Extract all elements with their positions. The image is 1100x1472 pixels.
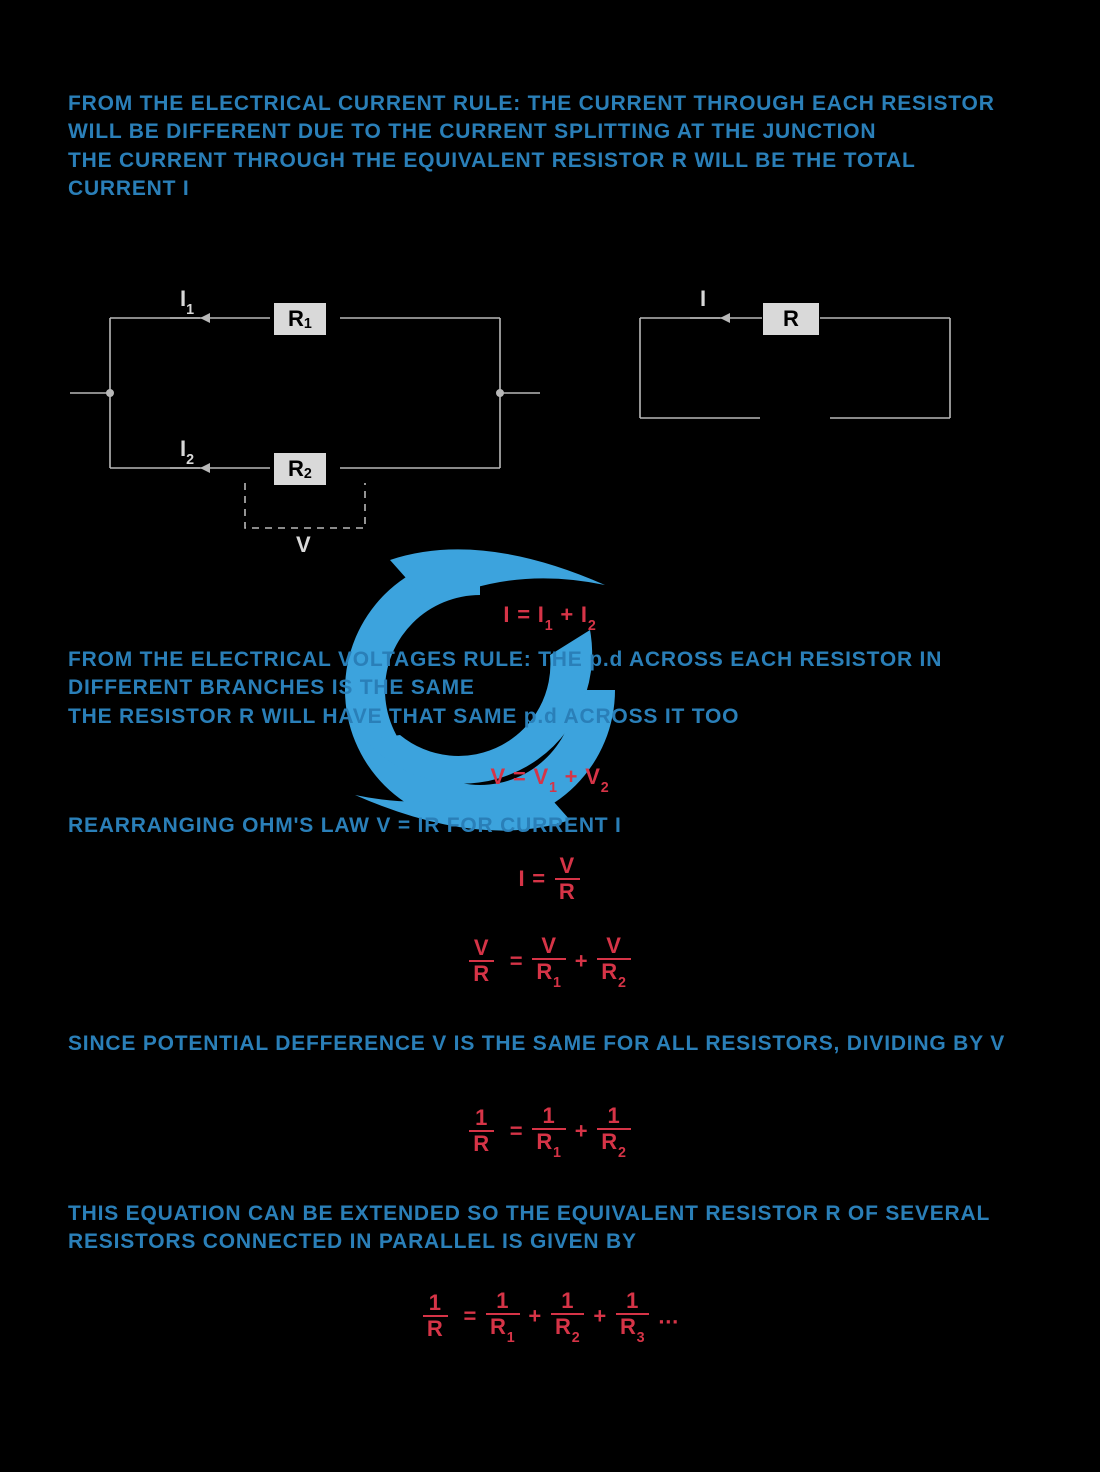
formula-reciprocal-extended: 1R = 1R1 + 1R2 + 1R3 ...: [0, 1290, 1100, 1343]
p5-text: THIS EQUATION CAN BE EXTENDED SO THE EQU…: [68, 1202, 990, 1253]
resistor-r2-label: R2: [273, 452, 327, 486]
i-label-right: I: [700, 286, 706, 312]
p2a-text: FROM THE ELECTRICAL VOLTAGES RULE: THE p…: [68, 648, 942, 699]
formula-v-over-r: VR = VR1 + VR2: [0, 935, 1100, 988]
p2b-text: THE RESISTOR R WILL HAVE THAT SAME p.d A…: [68, 705, 739, 728]
paragraph-current-rule: FROM THE ELECTRICAL CURRENT RULE: THE CU…: [68, 90, 1028, 203]
paragraph-divide-v: SINCE POTENTIAL DEFFERENCE V IS THE SAME…: [68, 1030, 1028, 1058]
formula-voltage-sum: V = V1 + V2: [0, 762, 1100, 796]
formula-ohms-current: I = VR: [0, 855, 1100, 903]
resistor-r1-label: R1: [273, 302, 327, 336]
formula-reciprocal: 1R = 1R1 + 1R2: [0, 1105, 1100, 1158]
p4-text: SINCE POTENTIAL DEFFERENCE V IS THE SAME…: [68, 1032, 1005, 1055]
v-label: V: [296, 532, 311, 558]
p3-text: REARRANGING OHM'S LAW V = IR FOR CURRENT…: [68, 814, 622, 837]
paragraph-extended: THIS EQUATION CAN BE EXTENDED SO THE EQU…: [68, 1200, 1028, 1257]
paragraph-ohms-law: REARRANGING OHM'S LAW V = IR FOR CURRENT…: [68, 812, 1028, 840]
circuit-diagram: [0, 288, 1100, 588]
p1b-text: THE CURRENT THROUGH THE EQUIVALENT RESIS…: [68, 149, 915, 200]
i2-label: I2: [180, 436, 194, 465]
formula-current-sum: I = I1 + I2: [0, 600, 1100, 634]
resistor-r-label: R: [762, 302, 820, 336]
i1-label: I1: [180, 286, 194, 315]
paragraph-voltage-rule: FROM THE ELECTRICAL VOLTAGES RULE: THE p…: [68, 646, 1028, 731]
p1a-text: FROM THE ELECTRICAL CURRENT RULE: THE CU…: [68, 92, 995, 143]
